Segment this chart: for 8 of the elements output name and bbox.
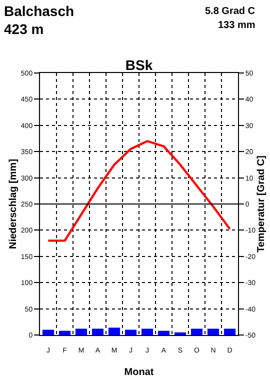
chart-title: BSk bbox=[125, 56, 153, 73]
text: Balchasch bbox=[4, 3, 74, 19]
text: 423 m bbox=[4, 21, 44, 37]
x-axis-title: Monat bbox=[124, 366, 154, 378]
y-axis-title: Niederschlag [mm] bbox=[8, 158, 19, 250]
text: 133 mm bbox=[218, 20, 256, 31]
text: 5.8 Grad C bbox=[205, 6, 256, 17]
y2-axis-title: Temperatur [Grad C] bbox=[256, 155, 268, 253]
